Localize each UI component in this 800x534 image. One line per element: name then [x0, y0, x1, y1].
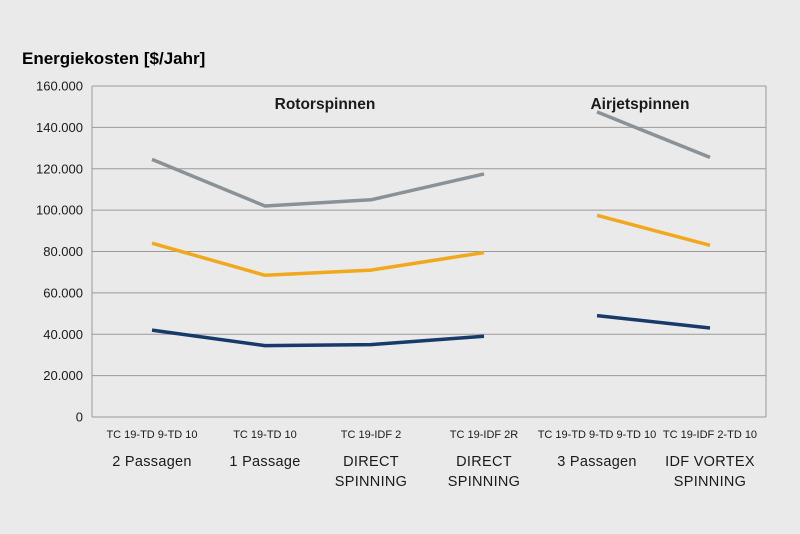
category-config-label: TC 19-TD 9-TD 9-TD 10 [538, 429, 657, 441]
series-line-0 [151, 157, 485, 208]
group-label: Airjetspinnen [590, 96, 689, 113]
series-lines [151, 110, 711, 348]
category-config-label: TC 19-TD 10 [233, 429, 297, 441]
series-line-1 [596, 213, 711, 247]
category-config-label: TC 19-TD 9-TD 10 [106, 429, 197, 441]
x-category-labels: TC 19-TD 9-TD 10 2 Passagen TC 19-TD 10 1 P… [106, 429, 757, 490]
y-axis-title: Energiekosten [$/Jahr] [22, 49, 205, 68]
y-tick-label: 0 [76, 410, 83, 425]
category-process-label: 1 Passage [229, 454, 300, 470]
category-process-label: SPINNING [335, 474, 408, 490]
series-line-2 [151, 328, 485, 348]
category-config-label: TC 19-IDF 2-TD 10 [663, 429, 757, 441]
y-tick-label: 140.000 [36, 120, 83, 135]
category-config-label: TC 19-IDF 2 [341, 429, 402, 441]
category-process-label: DIRECT [343, 454, 399, 470]
category-config-label: TC 19-IDF 2R [450, 429, 519, 441]
series-line-1 [151, 241, 485, 278]
y-tick-label: 80.000 [43, 244, 83, 259]
series-line-2 [596, 313, 711, 330]
category-process-label: DIRECT [456, 454, 512, 470]
category-process-label: SPINNING [448, 474, 521, 490]
y-tick-label: 20.000 [43, 368, 83, 383]
y-tick-labels: 0 20.000 40.000 60.000 80.000 100.000 120.000 1… [36, 79, 83, 425]
series-line-0 [596, 110, 711, 160]
y-tick-label: 60.000 [43, 285, 83, 300]
y-tick-label: 40.000 [43, 327, 83, 342]
category-process-label: 2 Passagen [112, 454, 192, 470]
category-process-label: IDF VORTEX [665, 454, 755, 470]
y-tick-label: 120.000 [36, 161, 83, 176]
category-process-label: SPINNING [674, 474, 747, 490]
group-labels: Rotorspinnen Airjetspinnen [275, 96, 690, 113]
group-label: Rotorspinnen [275, 96, 376, 113]
y-tick-label: 160.000 [36, 79, 83, 94]
category-process-label: 3 Passagen [557, 454, 637, 470]
gridlines [91, 85, 767, 418]
y-tick-label: 100.000 [36, 203, 83, 218]
